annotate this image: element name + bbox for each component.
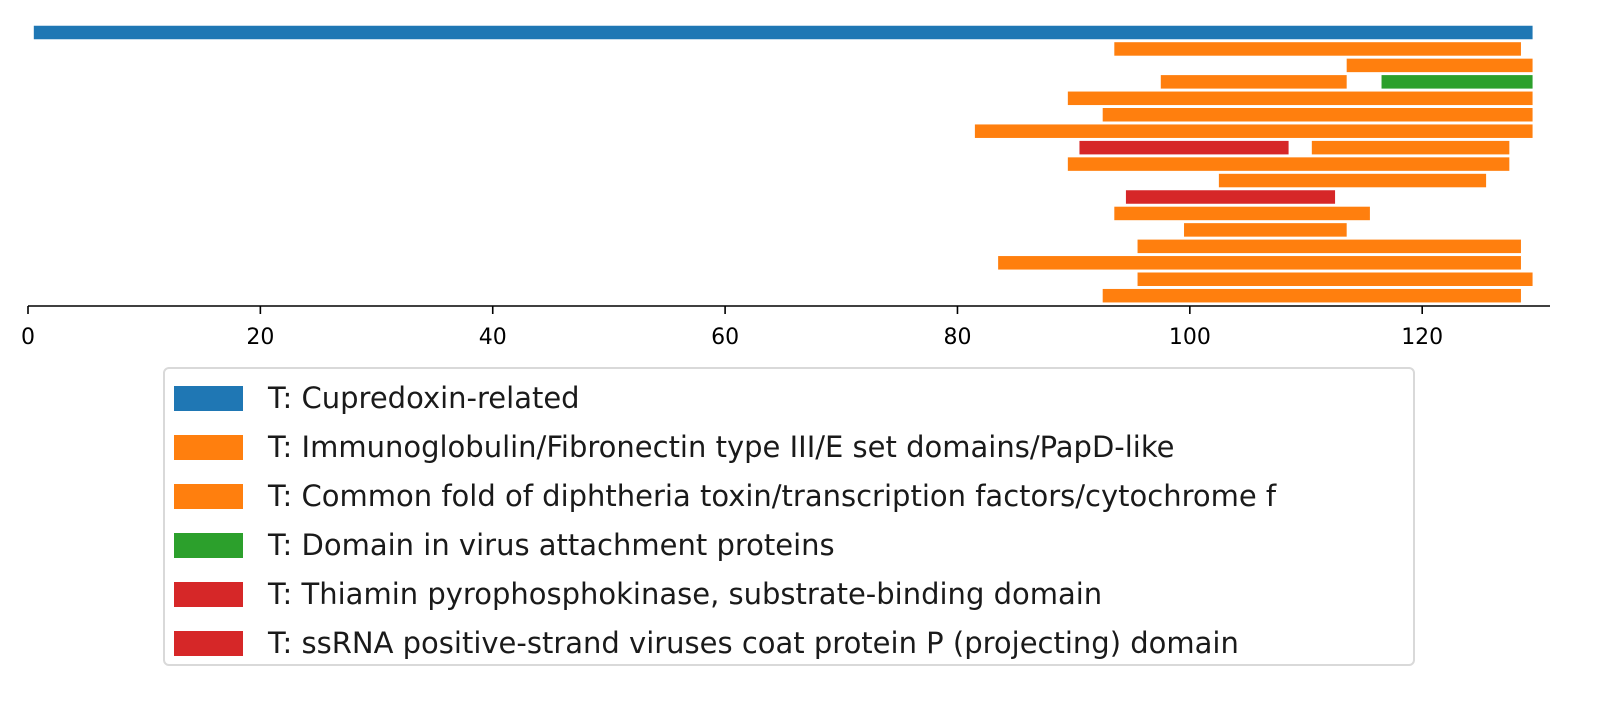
legend-swatch <box>174 484 243 509</box>
x-tick-label-80: 80 <box>943 325 971 350</box>
legend-item-4: T: Thiamin pyrophosphokinase, substrate-… <box>165 571 1413 620</box>
legend-label: T: Common fold of diphtheria toxin/trans… <box>268 479 1277 513</box>
x-tick-label-120: 120 <box>1401 325 1443 350</box>
x-tick-label-100: 100 <box>1169 325 1211 350</box>
bar-row-12-14 <box>1184 223 1347 237</box>
legend-swatch <box>174 533 243 558</box>
bar-row-5-6 <box>1102 108 1533 122</box>
bar-row-3-4 <box>1381 75 1533 89</box>
legend-swatch <box>174 631 243 656</box>
bar-row-3-3 <box>1160 75 1347 89</box>
bar-row-16-18 <box>1102 288 1521 303</box>
legend-label: T: Cupredoxin-related <box>268 381 580 415</box>
x-tick-label-60: 60 <box>711 325 739 350</box>
legend-swatch <box>174 435 243 460</box>
x-axis-ticks: 0 20 40 60 80 100 120 <box>21 306 1443 350</box>
bar-row-7-9 <box>1311 140 1510 155</box>
bar-row-1-1 <box>1114 42 1521 56</box>
bar-row-14-16 <box>998 256 1521 270</box>
legend-item-5: T: ssRNA positive-strand viruses coat pr… <box>165 620 1413 669</box>
legend-swatch <box>174 386 243 411</box>
bar-row-2-2 <box>1346 58 1533 73</box>
legend-swatch <box>174 582 243 607</box>
bars-group <box>33 25 1533 303</box>
bar-row-10-12 <box>1125 190 1336 204</box>
bar-row-6-7 <box>974 124 1533 138</box>
legend-item-0: T: Cupredoxin-related <box>165 375 1413 424</box>
bar-row-15-17 <box>1137 272 1533 286</box>
x-tick-label-20: 20 <box>246 325 274 350</box>
legend-item-3: T: Domain in virus attachment proteins <box>165 522 1413 571</box>
x-tick-label-40: 40 <box>479 325 507 350</box>
bar-row-13-15 <box>1137 239 1521 254</box>
x-tick-label-0: 0 <box>21 325 35 350</box>
legend: T: Cupredoxin-related T: Immunoglobulin/F… <box>163 367 1415 666</box>
bar-row-4-5 <box>1067 91 1533 106</box>
bar-row-9-11 <box>1218 173 1487 188</box>
bar-row-0-0 <box>33 25 1533 40</box>
legend-item-2: T: Common fold of diphtheria toxin/trans… <box>165 473 1413 522</box>
legend-label: T: ssRNA positive-strand viruses coat pr… <box>268 626 1239 660</box>
bar-row-8-10 <box>1067 157 1510 171</box>
domain-range-chart: 0 20 40 60 80 100 120 <box>21 25 1550 350</box>
legend-item-1: T: Immunoglobulin/Fibronectin type III/E… <box>165 424 1413 473</box>
legend-label: T: Immunoglobulin/Fibronectin type III/E… <box>268 430 1175 464</box>
legend-label: T: Domain in virus attachment proteins <box>268 528 835 562</box>
bar-row-11-13 <box>1114 206 1370 221</box>
legend-label: T: Thiamin pyrophosphokinase, substrate-… <box>268 577 1103 611</box>
bar-row-7-8 <box>1079 140 1289 155</box>
